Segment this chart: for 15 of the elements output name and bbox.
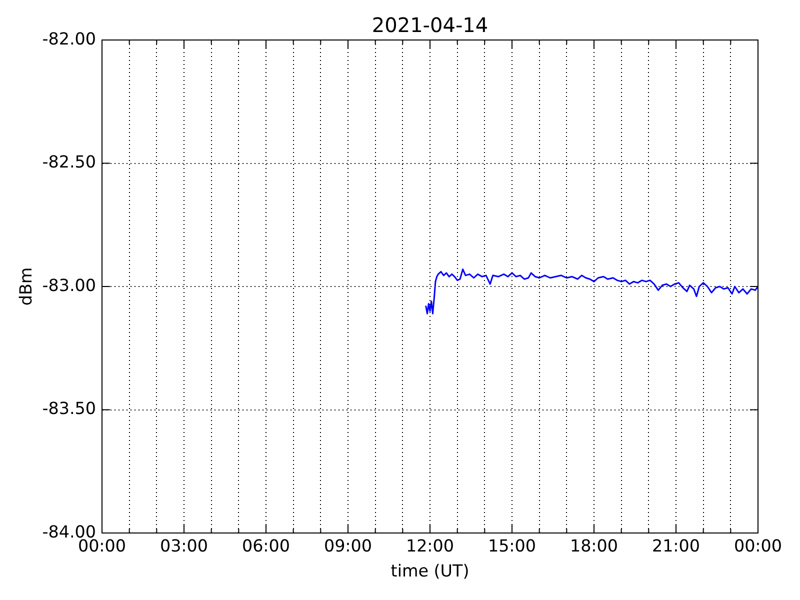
x-tick-label: 09:00 [324, 535, 372, 556]
y-tick-label: -82.00 [42, 28, 96, 48]
x-tick-label: 06:00 [242, 535, 290, 556]
x-tick-label: 21:00 [652, 535, 700, 556]
x-axis-title: time (UT) [390, 560, 470, 580]
x-tick-label: 15:00 [488, 535, 536, 556]
x-tick-label: 00:00 [734, 535, 782, 556]
x-tick-label: 12:00 [406, 535, 454, 556]
y-tick-label: -82.50 [42, 152, 96, 172]
x-tick-label: 18:00 [570, 535, 618, 556]
x-tick-label: 03:00 [160, 535, 208, 556]
y-tick-label: -83.50 [42, 398, 96, 418]
y-axis-title: dBm [15, 267, 36, 306]
y-tick-label: -83.00 [42, 274, 96, 295]
chart-title: 2021-04-14 [372, 13, 488, 38]
